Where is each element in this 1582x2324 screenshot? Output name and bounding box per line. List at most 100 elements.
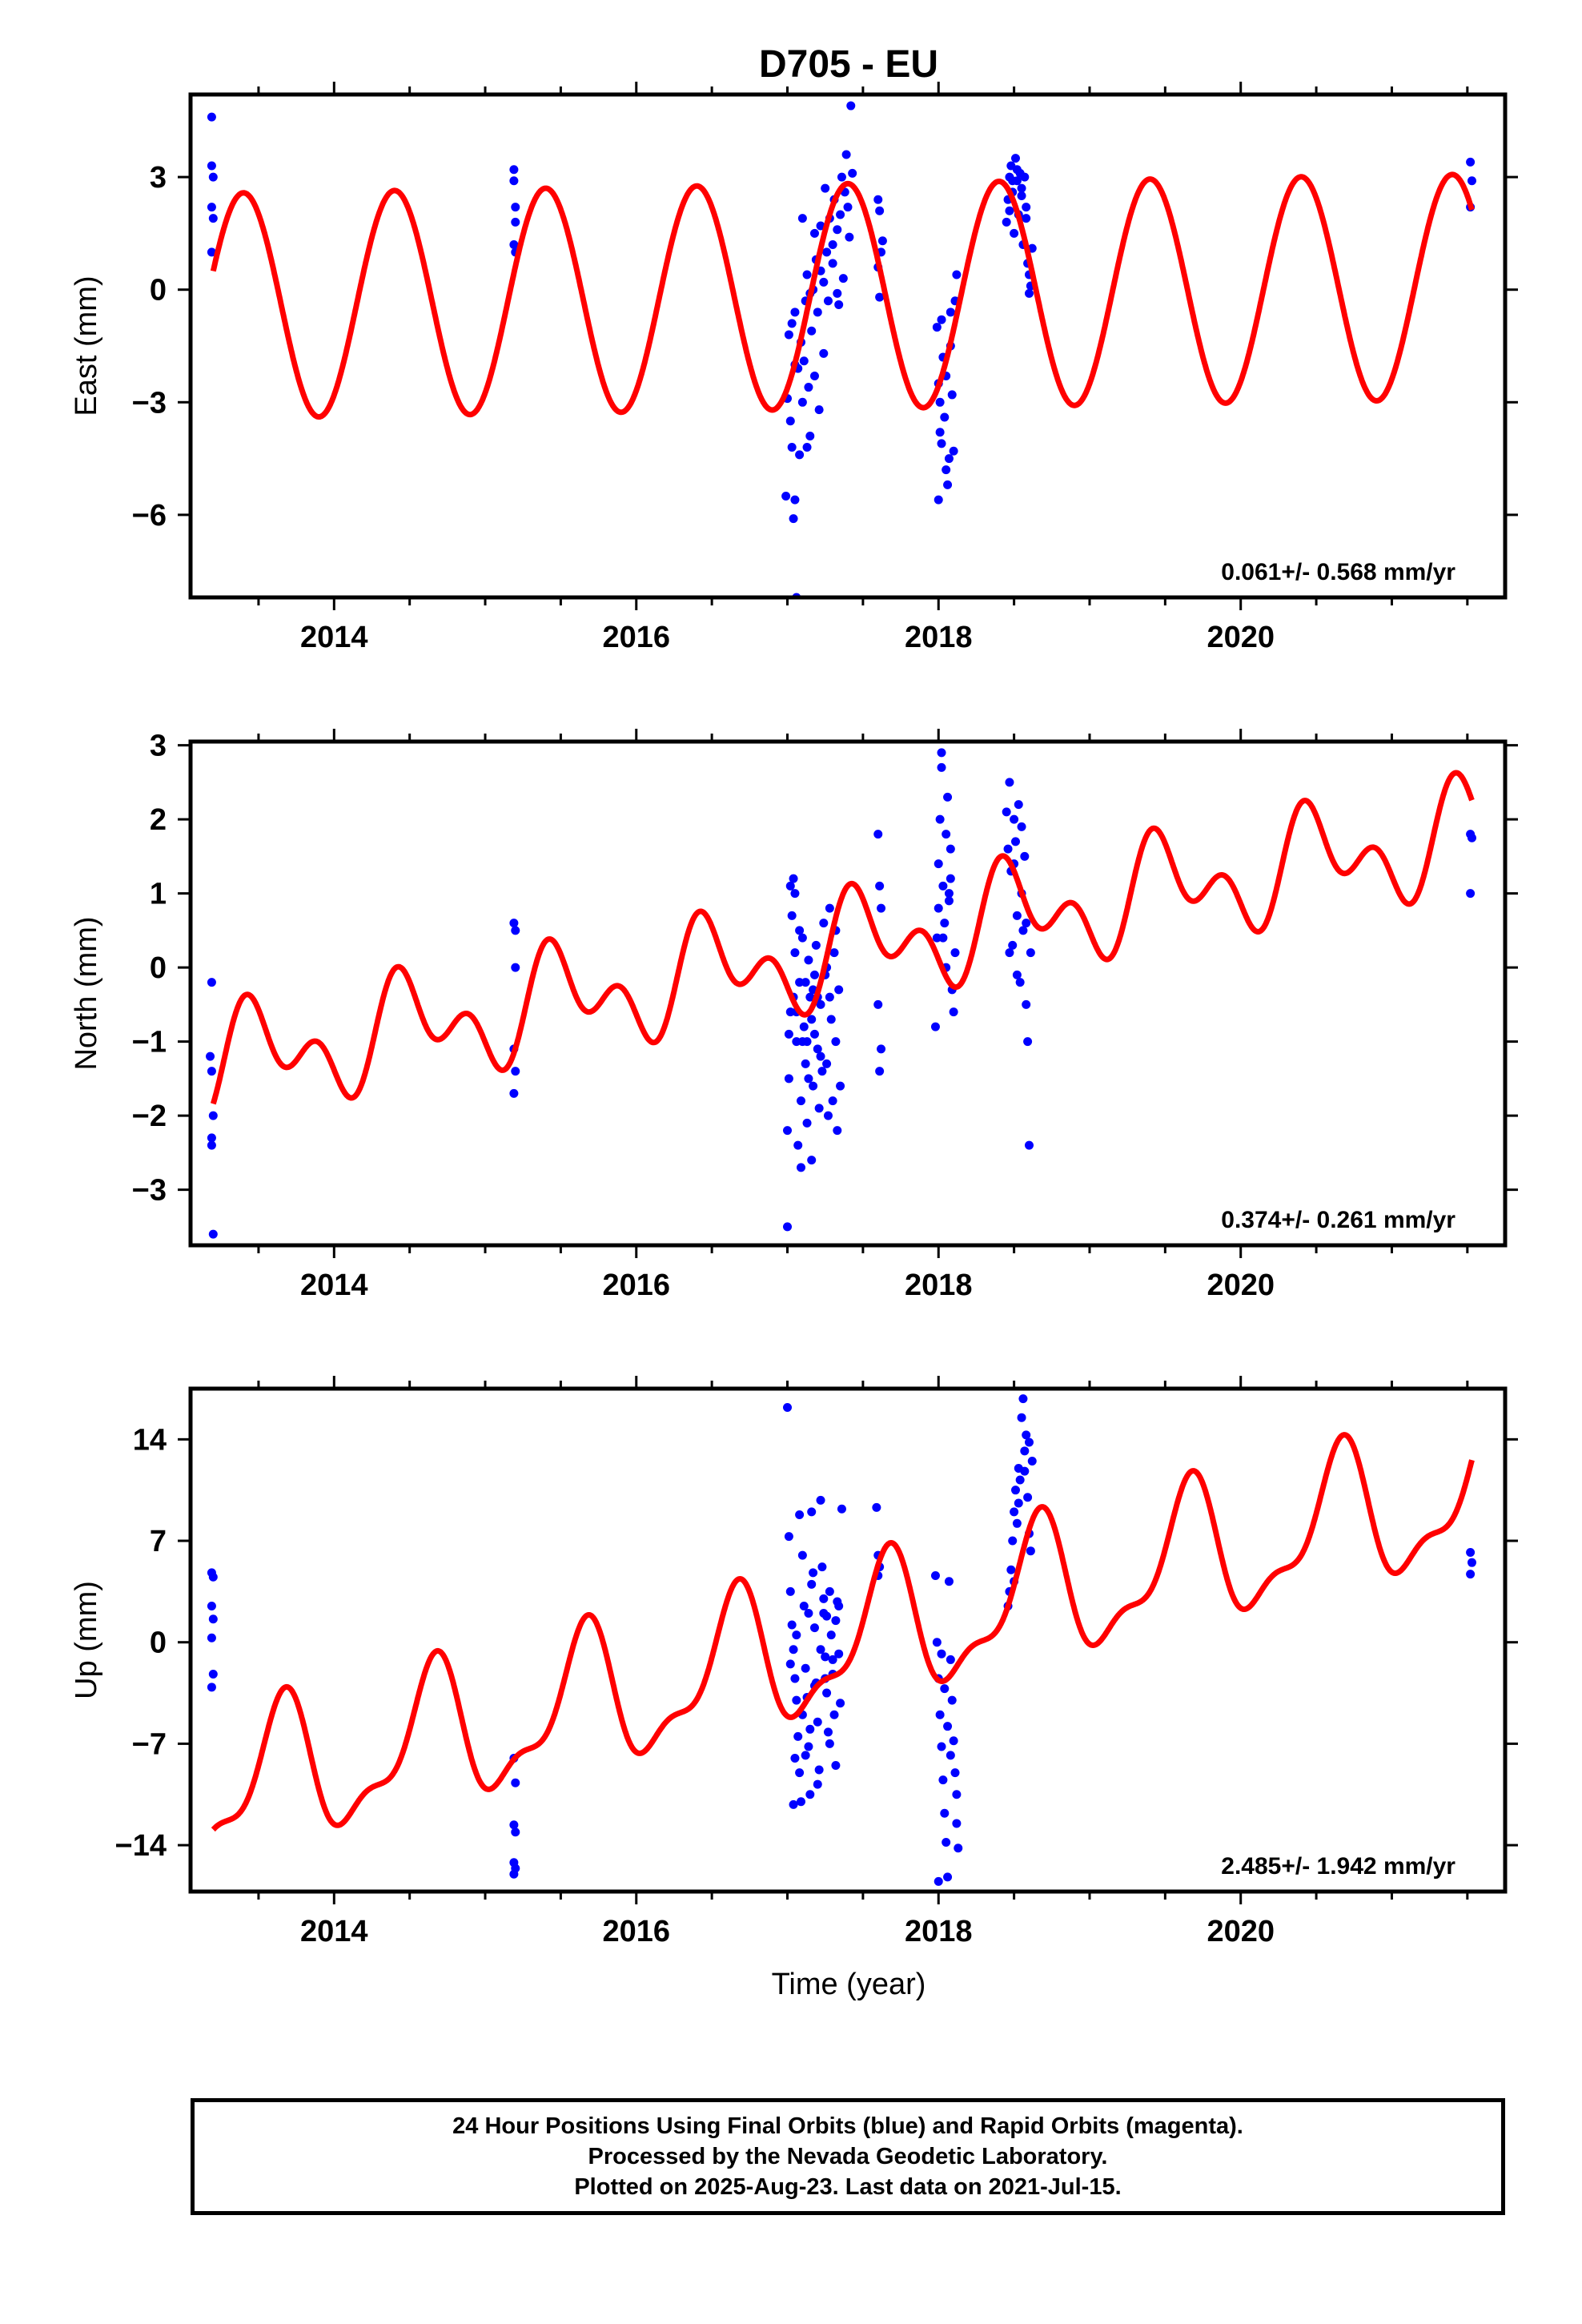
data-point <box>796 1797 805 1807</box>
data-point <box>809 970 819 979</box>
data-point <box>509 239 519 249</box>
x-tick-label: 2016 <box>602 1915 670 1948</box>
data-point <box>829 948 839 958</box>
data-point <box>833 1126 842 1136</box>
data-point <box>1018 926 1028 935</box>
x-tick-label: 2020 <box>1207 1269 1275 1302</box>
data-point <box>1027 1456 1037 1466</box>
data-point <box>784 1074 793 1084</box>
data-point <box>1003 844 1013 854</box>
data-point <box>790 495 800 505</box>
data-point <box>877 903 886 913</box>
data-point <box>787 443 797 452</box>
rate-label: 0.374+/- 0.261 mm/yr <box>1221 1207 1456 1233</box>
data-point <box>787 911 797 920</box>
data-point <box>790 308 800 317</box>
data-point <box>509 1869 519 1879</box>
data-point <box>944 454 954 464</box>
y-tick-label: 0 <box>150 1626 167 1660</box>
data-point <box>942 465 951 475</box>
data-point <box>805 1724 815 1734</box>
data-point <box>207 1633 216 1642</box>
data-point <box>1012 970 1022 979</box>
scatter-series <box>206 748 1476 1239</box>
data-point <box>954 1844 963 1853</box>
data-point <box>208 1111 218 1120</box>
data-point <box>829 1710 839 1719</box>
data-point <box>807 326 817 336</box>
data-point <box>816 999 825 1009</box>
data-point <box>1466 157 1476 167</box>
data-point <box>1012 911 1022 920</box>
data-point <box>809 228 819 238</box>
data-point <box>792 1037 801 1047</box>
data-point <box>207 1067 216 1076</box>
data-point <box>932 933 942 943</box>
data-point <box>942 1837 951 1847</box>
data-point <box>795 1768 805 1778</box>
data-point <box>207 1601 216 1610</box>
data-point <box>1014 1498 1023 1508</box>
data-point <box>937 315 946 324</box>
data-point <box>785 1007 795 1017</box>
data-point <box>834 300 844 309</box>
data-point <box>1023 1037 1033 1047</box>
data-point <box>940 1684 950 1694</box>
y-tick-label: 0 <box>150 274 167 308</box>
data-point <box>1020 1466 1030 1476</box>
fit-curve <box>210 770 1475 1105</box>
data-point <box>805 431 815 440</box>
data-point <box>875 1067 885 1076</box>
data-point <box>1010 814 1019 824</box>
data-point <box>943 1722 953 1731</box>
data-point <box>943 480 953 489</box>
data-point <box>825 1739 834 1748</box>
data-point <box>944 889 954 899</box>
data-point <box>1467 833 1476 842</box>
data-point <box>801 1751 810 1760</box>
data-point <box>807 1156 817 1165</box>
data-point <box>816 1645 825 1655</box>
data-point <box>1012 1518 1022 1528</box>
data-point <box>935 814 945 824</box>
data-point <box>1020 172 1030 182</box>
data-point <box>828 239 837 249</box>
data-point <box>833 225 842 235</box>
data-point <box>789 1799 798 1809</box>
data-point <box>932 1638 942 1647</box>
plot-frame <box>188 739 1508 1248</box>
data-point <box>1022 1430 1031 1440</box>
data-point <box>813 1717 822 1727</box>
data-point <box>946 844 955 854</box>
data-point <box>819 348 829 358</box>
rate-label: 0.061+/- 0.568 mm/yr <box>1221 559 1456 585</box>
data-point <box>950 1768 960 1778</box>
data-point <box>1015 978 1025 987</box>
data-point <box>1017 191 1026 201</box>
y-tick-label: 14 <box>133 1423 167 1457</box>
data-point <box>1466 1548 1476 1558</box>
data-point <box>813 1779 822 1789</box>
data-point <box>511 1778 520 1787</box>
data-point <box>785 1586 795 1596</box>
data-point <box>935 1710 945 1719</box>
data-point <box>938 1775 948 1785</box>
y-axis-label: North (mm) <box>70 916 103 1070</box>
data-point <box>1006 1565 1016 1574</box>
data-point <box>1008 1536 1018 1546</box>
data-point <box>828 259 837 268</box>
data-point <box>814 1104 824 1113</box>
data-point <box>826 1630 836 1640</box>
data-point <box>796 1163 805 1172</box>
data-point <box>1017 183 1026 193</box>
data-point <box>823 1727 833 1737</box>
data-point <box>823 1111 833 1120</box>
data-point <box>793 1731 803 1741</box>
data-point <box>1026 1546 1035 1556</box>
data-point <box>935 397 945 407</box>
data-point <box>784 1029 793 1039</box>
x-tick-label: 2014 <box>300 1269 368 1302</box>
data-point <box>807 1579 817 1589</box>
data-point <box>787 1620 797 1630</box>
data-point <box>1024 1140 1034 1150</box>
